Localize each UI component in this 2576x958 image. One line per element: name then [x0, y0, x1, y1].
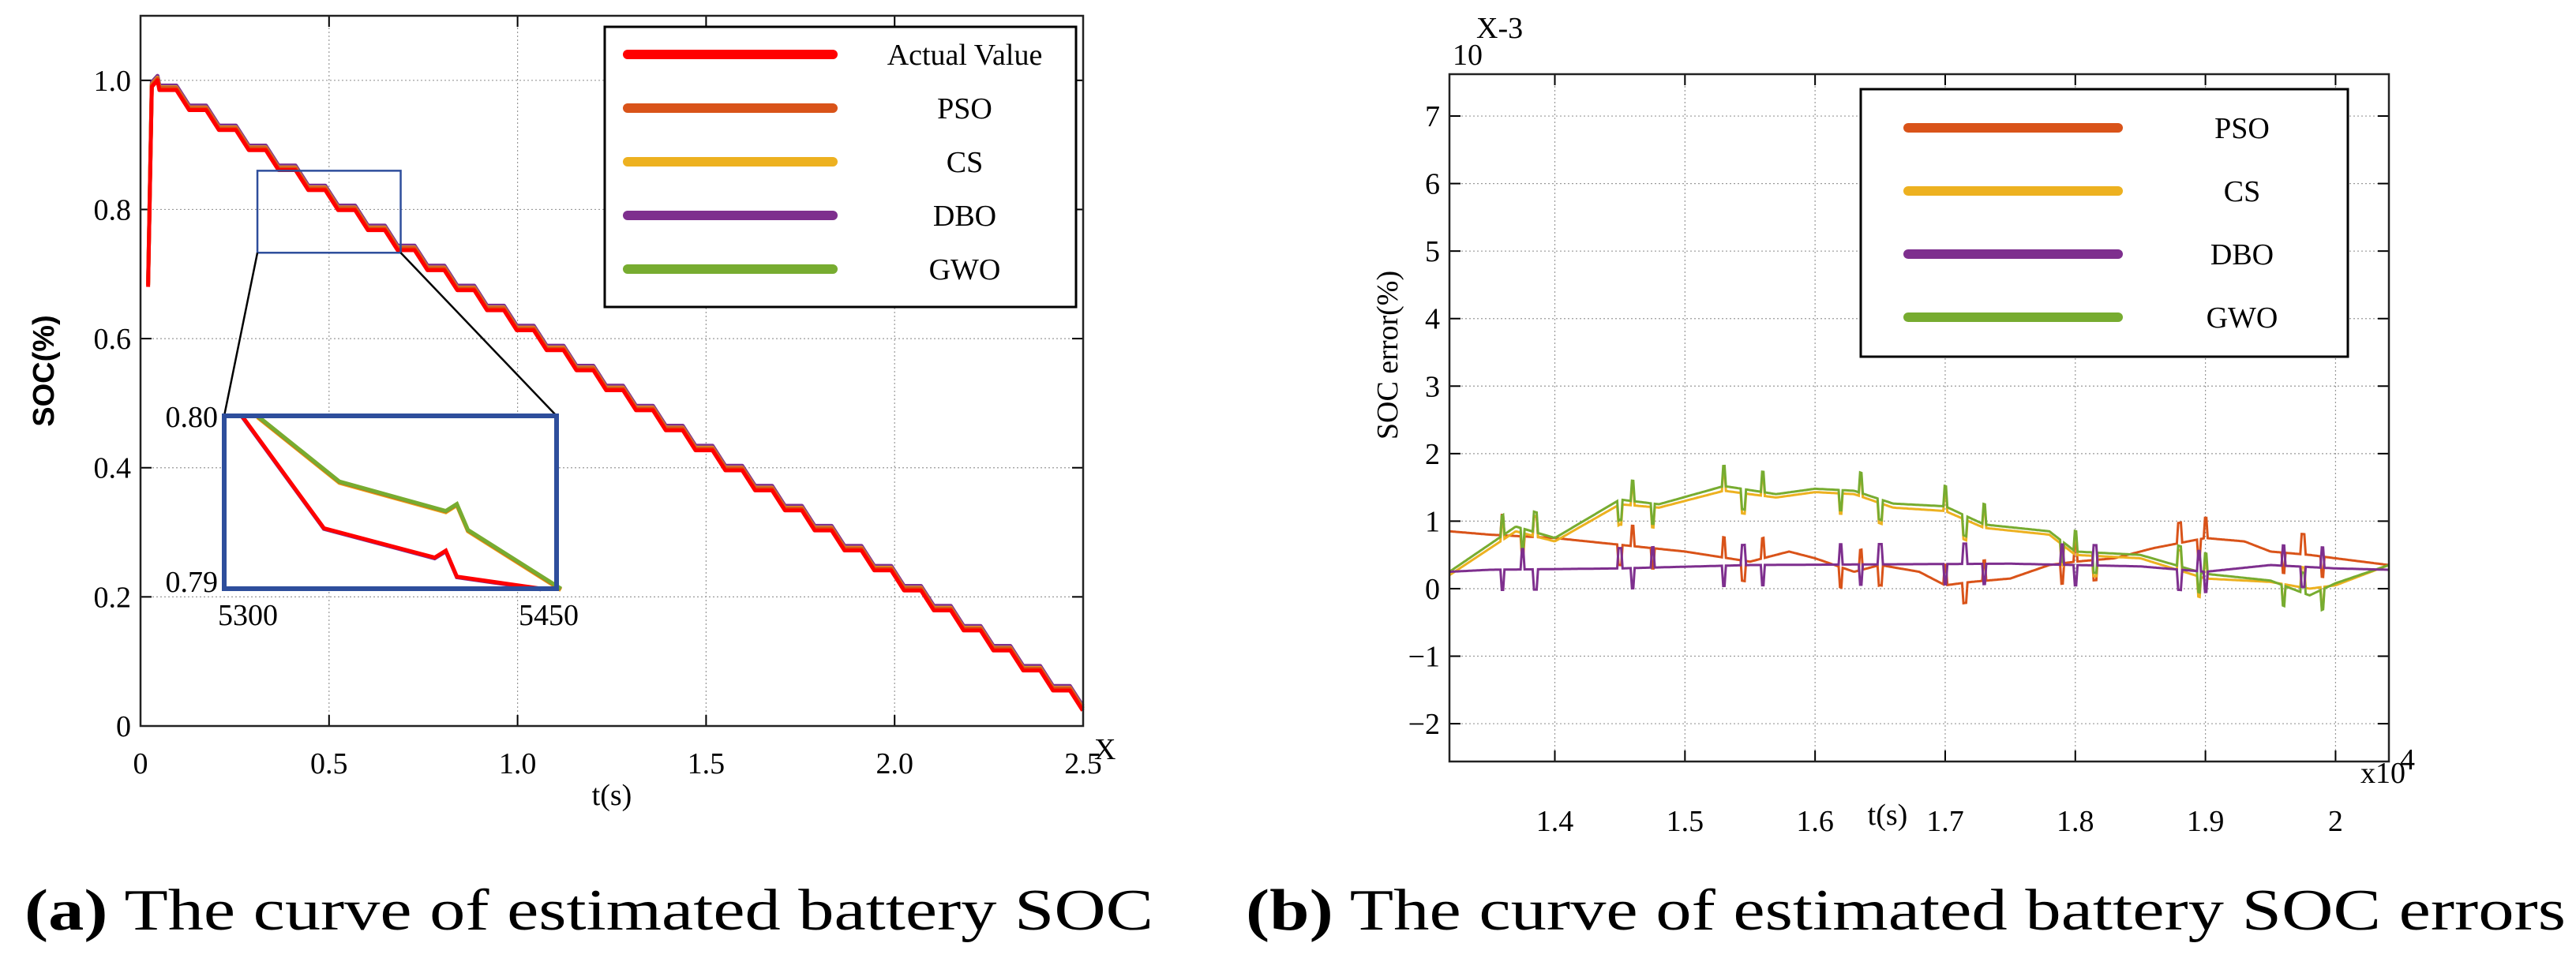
series-line-gwo: [1449, 464, 2390, 612]
y-axis-label: SOC(%): [28, 315, 61, 426]
plot-frame: [139, 14, 1085, 728]
inset-tick-label: 5300: [218, 599, 278, 632]
x-axis-label: t(s): [592, 779, 632, 812]
series-line-pso: [1449, 514, 2390, 605]
zoom-connector-line: [399, 252, 557, 417]
y-tick-label: 0: [116, 710, 131, 743]
caption-a: (a) The curve of estimated battery SOC: [24, 878, 1153, 943]
x-tick-label: 2: [2328, 805, 2343, 838]
caption-b-text: The curve of estimated battery SOC error…: [1350, 878, 2566, 943]
series-line-actual-value: [146, 78, 1085, 712]
y-tick-label: 7: [1425, 100, 1440, 133]
zoom-connector-line: [223, 253, 259, 417]
series-line-dbo: [1449, 542, 2389, 593]
caption-b-label: (b): [1246, 878, 1333, 943]
inset-series-line: [256, 414, 562, 591]
x-tick-label: 1.7: [1926, 805, 1964, 838]
y-tick-label: 0.8: [94, 193, 132, 226]
inset-frame: [222, 414, 559, 591]
y-multiplier-exponent: X-3: [1476, 12, 1523, 45]
y-multiplier-base: 10: [1453, 39, 1483, 72]
y-tick-label: 0: [1425, 573, 1440, 606]
y-tick-label: 5: [1425, 235, 1440, 268]
x-multiplier-exponent: 4: [2400, 743, 2415, 777]
x-tick-label: 1.9: [2187, 805, 2225, 838]
x-tick-label: 1.6: [1796, 805, 1834, 838]
legend-label: CS: [2224, 175, 2260, 208]
plot-frame: [1448, 73, 2390, 763]
y-tick-label: 1: [1425, 505, 1440, 538]
y-tick-label: −1: [1408, 641, 1440, 674]
caption-a-text: The curve of estimated battery SOC: [124, 878, 1153, 943]
x-tick-label: 2.5: [1064, 747, 1102, 780]
inset-tick-label: 5450: [519, 599, 579, 632]
x-tick-label: 2.0: [876, 747, 913, 780]
caption-b: (b) The curve of estimated battery SOC e…: [1246, 878, 2566, 943]
x-axis-label: t(s): [1868, 799, 1908, 832]
legend-label: GWO: [2207, 301, 2278, 335]
y-tick-label: 0.4: [94, 452, 132, 485]
inset-background: [224, 416, 557, 589]
panel-a-soc-chart: 0 0.5 1.0 1.5 2.0 2.5 0 0.2 0.4 0.6 0.8 1.0 0.80 0.79…: [28, 14, 1116, 812]
x-tick-label: 1.0: [499, 747, 537, 780]
legend-box: [603, 25, 1078, 309]
inset-tick-label: 0.79: [166, 566, 219, 599]
y-tick-label: 3: [1425, 370, 1440, 403]
legend-label: PSO: [2214, 112, 2270, 145]
inset-series-line: [240, 414, 542, 591]
legend-box: [1859, 88, 2349, 358]
y-tick-label: 4: [1425, 303, 1440, 336]
y-tick-label: −2: [1408, 708, 1440, 741]
x-tick-label: 0.5: [310, 747, 348, 780]
x-tick-label: 1.5: [688, 747, 726, 780]
x-tick-label: 1.5: [1667, 805, 1704, 838]
series-line-cs: [1449, 469, 2390, 609]
legend-label: Actual Value: [887, 39, 1043, 72]
x-multiplier-label: x10: [2360, 757, 2405, 790]
legend-label: CS: [947, 146, 983, 179]
legend-label: DBO: [2210, 238, 2274, 271]
inset-tick-label: 0.80: [166, 401, 219, 434]
y-tick-label: 0.2: [94, 581, 132, 614]
y-tick-label: 0.6: [94, 323, 132, 356]
y-axis-label: SOC error(%): [1371, 271, 1404, 440]
caption-a-label: (a): [24, 878, 107, 943]
x-tick-label: 0: [133, 747, 148, 780]
y-tick-label: 6: [1425, 168, 1440, 201]
legend-label: DBO: [933, 200, 996, 233]
x-multiplier-label: X: [1094, 733, 1116, 766]
legend-label: PSO: [937, 92, 992, 125]
y-tick-label: 1.0: [94, 65, 132, 98]
legend-label: GWO: [929, 253, 1001, 286]
y-tick-label: 2: [1425, 438, 1440, 471]
x-tick-label: 1.4: [1536, 805, 1574, 838]
panel-b-soc-error-chart: 1.4 1.5 1.6 1.7 1.8 1.9 2 −2 −1 0 1 2 3 4 5 6 7 PSO CS DBO G…: [1371, 12, 2415, 838]
x-tick-label: 1.8: [2057, 805, 2094, 838]
zoom-region-box: [256, 170, 402, 254]
